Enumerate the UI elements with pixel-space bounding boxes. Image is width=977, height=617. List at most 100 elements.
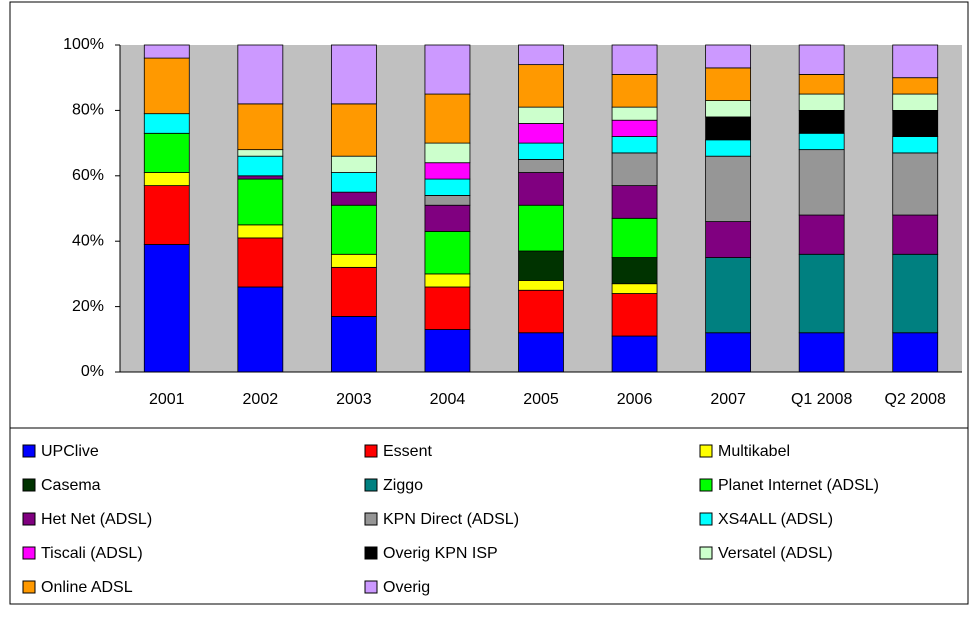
y-tick-label: 40%: [72, 232, 104, 249]
bar-segment: [611, 119, 658, 137]
bar-segment: [143, 132, 190, 173]
bar-segment: [611, 335, 658, 373]
legend-swatch: [364, 478, 378, 492]
bar-segment: [611, 44, 658, 75]
x-tick-label: 2002: [243, 391, 279, 408]
legend-swatch: [22, 444, 36, 458]
bar-segment: [798, 253, 845, 334]
bar-segment: [798, 332, 845, 373]
legend-swatch: [22, 580, 36, 594]
legend-label: KPN Direct (ADSL): [383, 511, 519, 528]
bar-segment: [518, 172, 564, 206]
bar-segment: [330, 103, 377, 157]
legend-swatch: [22, 546, 36, 560]
bar-segment: [424, 273, 471, 288]
bar-segment: [237, 44, 284, 105]
bar-segment: [892, 253, 939, 334]
bar-segment: [143, 185, 190, 245]
bar-segment: [330, 191, 377, 206]
bar-segment: [705, 67, 752, 101]
bar-segment: [892, 44, 939, 79]
bar-segment: [798, 93, 845, 111]
bar-segment: [518, 64, 564, 108]
bar-segment: [611, 257, 658, 285]
bar-segment: [705, 116, 752, 141]
bar-segment: [518, 332, 564, 373]
bar-segment: [424, 286, 471, 330]
bar-segment: [330, 253, 377, 268]
legend-label: Ziggo: [383, 477, 423, 494]
bar-segment: [611, 136, 658, 154]
bar-segment: [705, 44, 752, 69]
bar-segment: [518, 123, 564, 144]
bar-segment: [424, 178, 471, 196]
bar-segment: [892, 93, 939, 111]
bar-segment: [705, 257, 752, 334]
legend-label: Overig: [383, 579, 430, 596]
bar-segment: [798, 74, 845, 95]
x-tick-label: 2004: [430, 391, 466, 408]
bar-segment: [705, 139, 752, 157]
x-tick-label: 2006: [617, 391, 653, 408]
bar-segment: [237, 103, 284, 151]
bar-segment: [611, 152, 658, 187]
legend-swatch: [22, 512, 36, 526]
legend-swatch: [699, 512, 713, 526]
bar-segment: [424, 44, 471, 95]
legend-swatch: [364, 580, 378, 594]
bar-segment: [330, 266, 377, 317]
bar-segment: [143, 57, 190, 115]
legend-label: Casema: [41, 477, 101, 494]
legend-swatch: [364, 512, 378, 526]
legend-label: Essent: [383, 443, 432, 460]
bar-segment: [237, 237, 284, 288]
bar-segment: [611, 74, 658, 108]
bar-segment: [237, 178, 284, 226]
bar-segment: [611, 293, 658, 337]
legend-swatch: [364, 444, 378, 458]
bar-segment: [611, 185, 658, 219]
bar-segment: [237, 224, 284, 239]
bar-segment: [518, 204, 564, 252]
bar-segment: [798, 44, 845, 75]
bar-segment: [705, 332, 752, 373]
bar-segment: [798, 110, 845, 134]
legend-label: UPClive: [41, 443, 99, 460]
x-tick-label: 2003: [336, 391, 372, 408]
bar-segment: [518, 44, 564, 66]
bar-segment: [518, 250, 564, 281]
bar-segment: [237, 175, 284, 180]
bar-segment: [518, 289, 564, 334]
bar-segment: [424, 329, 471, 373]
bar-segment: [518, 159, 564, 173]
bar-segment: [424, 230, 471, 275]
bar-segment: [424, 195, 471, 206]
legend-swatch: [364, 546, 378, 560]
legend-swatch: [22, 478, 36, 492]
x-tick-label: Q2 2008: [885, 391, 946, 408]
legend-label: Het Net (ADSL): [41, 511, 152, 528]
legend-swatch: [699, 546, 713, 560]
bar-segment: [892, 214, 939, 255]
legend-label: Tiscali (ADSL): [41, 545, 143, 562]
y-tick-label: 60%: [72, 167, 104, 184]
bar-segment: [143, 44, 190, 59]
bar-segment: [798, 214, 845, 255]
legend-swatch: [699, 444, 713, 458]
bar-segment: [143, 113, 190, 134]
bar-segment: [237, 286, 284, 373]
y-tick-label: 100%: [63, 36, 104, 53]
bar-segment: [892, 136, 939, 154]
y-tick-label: 20%: [72, 298, 104, 315]
bar-segment: [237, 149, 284, 157]
bar-segment: [330, 155, 377, 173]
y-tick-label: 80%: [72, 102, 104, 119]
legend-label: Overig KPN ISP: [383, 545, 498, 562]
bar-segment: [330, 172, 377, 193]
bar-segment: [611, 217, 658, 258]
x-tick-label: Q1 2008: [791, 391, 852, 408]
y-tick-label: 0%: [81, 363, 104, 380]
bar-segment: [518, 280, 564, 291]
bar-segment: [330, 204, 377, 255]
